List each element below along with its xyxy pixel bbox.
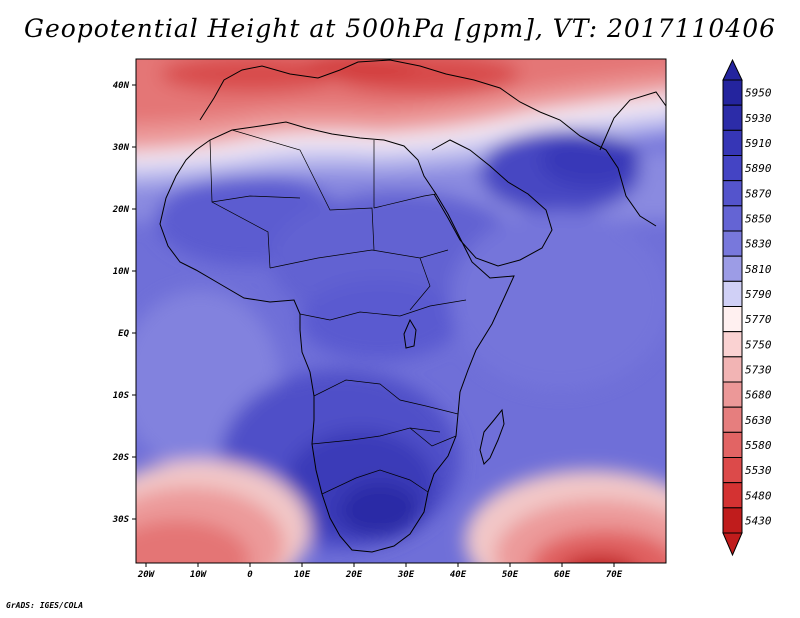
colorbar-swatch xyxy=(722,280,743,308)
x-tick-label: 10E xyxy=(294,570,311,580)
y-tick-label: 10S xyxy=(113,391,130,401)
colorbar-swatch xyxy=(722,129,743,156)
colorbar-label: 5950 xyxy=(745,87,772,100)
colorbar-swatch xyxy=(722,255,743,282)
colorbar-label: 5580 xyxy=(745,439,772,452)
colorbar-label: 5750 xyxy=(745,338,772,351)
y-tick-label: 40N xyxy=(113,81,130,91)
colorbar-swatch xyxy=(722,356,743,383)
y-tick-label: 30N xyxy=(112,143,130,153)
colorbar-label: 5810 xyxy=(745,263,772,276)
x-tick-label: 0 xyxy=(247,570,253,580)
colorbar-label: 5480 xyxy=(745,489,772,502)
colorbar-top-arrow xyxy=(722,58,743,81)
colorbar-label: 5730 xyxy=(745,363,772,376)
x-tick-label: 60E xyxy=(554,570,571,580)
y-tick-label: 30S xyxy=(112,515,130,525)
colorbar-label: 5830 xyxy=(745,238,772,251)
colorbar-swatch xyxy=(722,431,743,459)
colorbar-label: 5890 xyxy=(745,162,772,175)
x-tick-label: 20E xyxy=(345,570,363,580)
x-tick-label: 20W xyxy=(137,570,156,580)
colorbar-label: 5680 xyxy=(745,389,772,402)
colorbar-label: 5870 xyxy=(745,187,772,200)
colorbar-swatch xyxy=(722,180,743,207)
colorbar-label: 5850 xyxy=(745,212,772,225)
y-tick-label: 20S xyxy=(112,453,130,463)
colorbar-swatch xyxy=(722,507,743,534)
x-tick-label: 70E xyxy=(606,570,623,580)
x-tick-label: 30E xyxy=(397,570,415,580)
y-tick-label: 10N xyxy=(113,267,130,277)
x-tick-label: 10W xyxy=(190,570,208,580)
colorbar-label: 5930 xyxy=(745,112,772,125)
y-axis-ticks: 40N 30N 20N 10N EQ 10S 20S 30S xyxy=(112,81,136,525)
colorbar: 5950 5930 5910 5890 5870 5850 5830 5810 5790 5770… xyxy=(722,58,772,557)
colorbar-label: 5430 xyxy=(745,514,772,527)
colorbar-label: 5910 xyxy=(745,137,772,150)
colorbar-swatch xyxy=(722,155,743,182)
x-tick-label: 50E xyxy=(502,570,519,580)
colorbar-swatch xyxy=(722,331,743,358)
country-borders xyxy=(209,129,467,495)
colorbar-swatch xyxy=(722,205,743,232)
colorbar-label: 5790 xyxy=(745,288,772,301)
colorbar-swatch xyxy=(722,381,743,408)
colorbar-swatch xyxy=(722,230,743,257)
colorbar-label: 5630 xyxy=(745,414,772,427)
x-tick-label: 40E xyxy=(450,570,467,580)
chart-title: Geopotential Height at 500hPa [gpm], VT:… xyxy=(23,14,777,43)
y-tick-label: 20N xyxy=(112,205,130,215)
colorbar-swatch xyxy=(722,104,743,131)
colorbar-bottom-arrow xyxy=(722,532,743,557)
colorbar-swatch xyxy=(722,306,743,333)
plot-frame xyxy=(135,58,667,564)
colorbar-swatch xyxy=(722,457,743,484)
colorbar-label: 5530 xyxy=(745,464,772,477)
height-field xyxy=(136,59,666,563)
credit-label: GrADS: IGES/COLA xyxy=(6,601,84,610)
colorbar-swatch xyxy=(722,482,743,509)
colorbar-swatch xyxy=(722,406,743,433)
colorbar-swatch xyxy=(722,79,743,106)
y-tick-label: EQ xyxy=(118,329,129,339)
colorbar-label: 5770 xyxy=(745,313,772,326)
coastlines xyxy=(159,59,666,553)
x-axis-ticks: 20W 10W 0 10E 20E 30E 40E 50E 60E 70E xyxy=(137,563,623,580)
